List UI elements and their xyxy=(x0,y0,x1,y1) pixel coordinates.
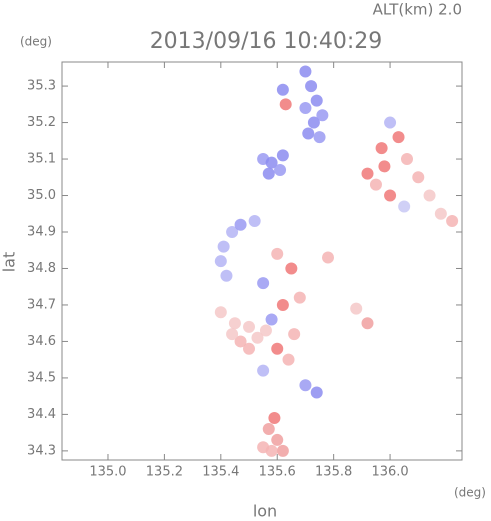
y-tick-label: 34.3 xyxy=(27,443,56,458)
echo-point xyxy=(243,320,256,333)
echo-point xyxy=(274,163,287,176)
echo-point xyxy=(310,386,323,399)
x-axis-label: lon xyxy=(253,502,277,521)
x-unit: (deg) xyxy=(454,486,486,500)
echo-point xyxy=(313,131,326,144)
y-unit: (deg) xyxy=(20,35,52,49)
echo-point xyxy=(299,379,312,392)
echo-point xyxy=(276,298,289,311)
echo-point xyxy=(299,101,312,114)
echo-point xyxy=(361,167,374,180)
echo-point xyxy=(276,83,289,96)
echo-point xyxy=(307,116,320,129)
echo-point xyxy=(276,444,289,457)
y-tick-label: 35.0 xyxy=(27,188,56,203)
x-tick-label: 136.0 xyxy=(371,465,408,480)
echo-point xyxy=(265,156,278,169)
echo-point xyxy=(302,127,315,140)
x-tick-label: 135.2 xyxy=(146,465,183,480)
echo-point xyxy=(369,178,382,191)
echo-point xyxy=(217,240,230,253)
echo-point xyxy=(262,422,275,435)
echo-point xyxy=(285,262,298,275)
echo-point xyxy=(384,189,397,202)
echo-point xyxy=(378,160,391,173)
echo-point xyxy=(288,328,301,341)
echo-point xyxy=(322,251,335,264)
x-tick-label: 135.0 xyxy=(89,465,126,480)
y-tick-label: 34.5 xyxy=(27,370,56,385)
y-tick-label: 34.7 xyxy=(27,297,56,312)
echo-point xyxy=(259,324,272,337)
echo-point xyxy=(228,317,241,330)
y-tick-label: 35.1 xyxy=(27,152,56,167)
echo-point xyxy=(361,317,374,330)
echo-point xyxy=(279,98,292,111)
echo-point xyxy=(257,364,270,377)
x-tick-label: 135.6 xyxy=(259,465,296,480)
echo-point xyxy=(412,171,425,184)
x-tick-label: 135.4 xyxy=(202,465,239,480)
echo-point xyxy=(257,277,270,290)
echo-point xyxy=(234,218,247,231)
echo-point xyxy=(251,331,264,344)
chart-title: 2013/09/16 10:40:29 xyxy=(150,29,383,54)
echo-point xyxy=(423,189,436,202)
echo-point xyxy=(268,412,281,425)
y-axis-label: lat xyxy=(0,252,19,273)
y-tick-label: 35.3 xyxy=(27,79,56,94)
echo-point xyxy=(271,247,284,260)
echo-point xyxy=(375,142,388,155)
echo-point xyxy=(226,328,239,341)
echo-point xyxy=(293,291,306,304)
echo-point xyxy=(271,433,284,446)
echo-point xyxy=(265,313,278,326)
echo-point xyxy=(271,342,284,355)
echo-point xyxy=(299,65,312,78)
echo-point xyxy=(316,109,329,122)
subtitle: ALT(km) 2.0 xyxy=(373,1,462,19)
echo-point xyxy=(226,225,239,238)
echo-point xyxy=(282,353,295,366)
echo-point xyxy=(214,255,227,268)
echo-point xyxy=(262,167,275,180)
echo-point xyxy=(234,335,247,348)
y-tick-label: 34.4 xyxy=(27,407,56,422)
echo-point xyxy=(434,207,447,220)
y-tick-label: 34.9 xyxy=(27,224,56,239)
echo-point xyxy=(248,215,261,228)
echo-point xyxy=(446,215,459,228)
x-tick-label: 135.8 xyxy=(315,465,352,480)
echo-point xyxy=(398,200,411,213)
echo-point xyxy=(310,94,323,107)
echo-point xyxy=(220,269,233,282)
echo-point xyxy=(265,444,278,457)
y-tick-label: 35.2 xyxy=(27,115,56,130)
y-tick-label: 34.6 xyxy=(27,334,56,349)
y-tick-label: 34.8 xyxy=(27,261,56,276)
echo-point xyxy=(400,153,413,166)
echo-point xyxy=(384,116,397,129)
echo-point xyxy=(392,131,405,144)
plot-frame xyxy=(61,61,463,461)
echo-point xyxy=(305,80,318,93)
echo-point xyxy=(350,302,363,315)
echo-point xyxy=(276,149,289,162)
echo-point xyxy=(214,306,227,319)
echo-point xyxy=(243,342,256,355)
